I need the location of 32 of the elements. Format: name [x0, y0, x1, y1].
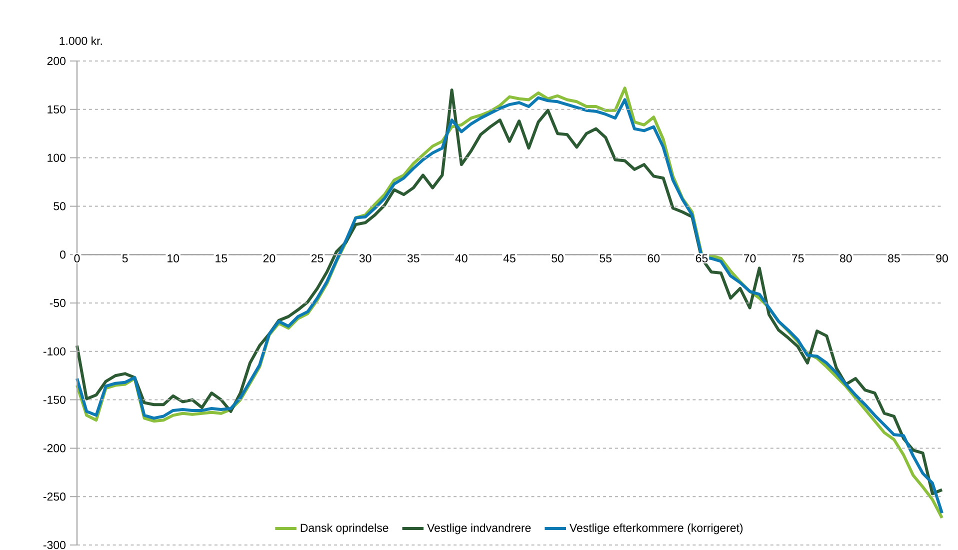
x-tick-label: 5: [122, 254, 128, 262]
legend-label: Vestlige indvandrere: [427, 524, 531, 534]
x-tick-label: 90: [936, 254, 948, 262]
y-tick-label: -150: [43, 396, 66, 404]
y-tick-label: 100: [48, 154, 66, 162]
x-tick-label: 75: [792, 254, 804, 262]
y-axis-title: 1.000 kr.: [60, 36, 102, 45]
x-tick-label: 20: [263, 254, 276, 262]
legend-label: Vestlige efterkommere (korrigeret): [570, 524, 743, 534]
x-tick-label: 60: [648, 254, 660, 262]
x-tick-label: 15: [216, 254, 228, 262]
y-tick-label: -200: [43, 444, 66, 452]
x-tick-label: 0: [74, 254, 80, 262]
x-tick-label: 25: [311, 254, 324, 262]
y-tick-label: -300: [43, 540, 66, 550]
x-tick-label: 80: [840, 254, 852, 262]
y-tick-label: 50: [54, 202, 66, 210]
x-tick-label: 85: [888, 254, 900, 262]
x-tick-label: 70: [744, 254, 756, 262]
y-tick-label: -50: [50, 298, 66, 308]
y-tick-label: 200: [47, 56, 66, 66]
x-tick-label: 10: [168, 254, 180, 262]
x-tick-label: 55: [600, 254, 612, 262]
y-tick-label: -250: [43, 492, 66, 501]
y-tick-label: -100: [43, 347, 66, 356]
x-tick-label: 50: [552, 254, 564, 262]
x-tick-label: 45: [503, 254, 516, 262]
x-tick-label: 30: [359, 254, 372, 262]
legend-label: Dansk oprindelse: [300, 524, 388, 534]
x-tick-label: 40: [455, 254, 468, 262]
x-tick-label: 35: [407, 254, 420, 262]
y-tick-label: 150: [48, 105, 66, 114]
